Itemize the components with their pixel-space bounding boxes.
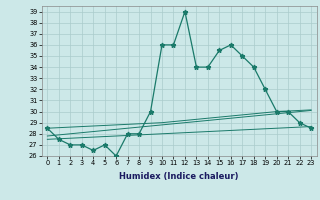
X-axis label: Humidex (Indice chaleur): Humidex (Indice chaleur) (119, 172, 239, 181)
